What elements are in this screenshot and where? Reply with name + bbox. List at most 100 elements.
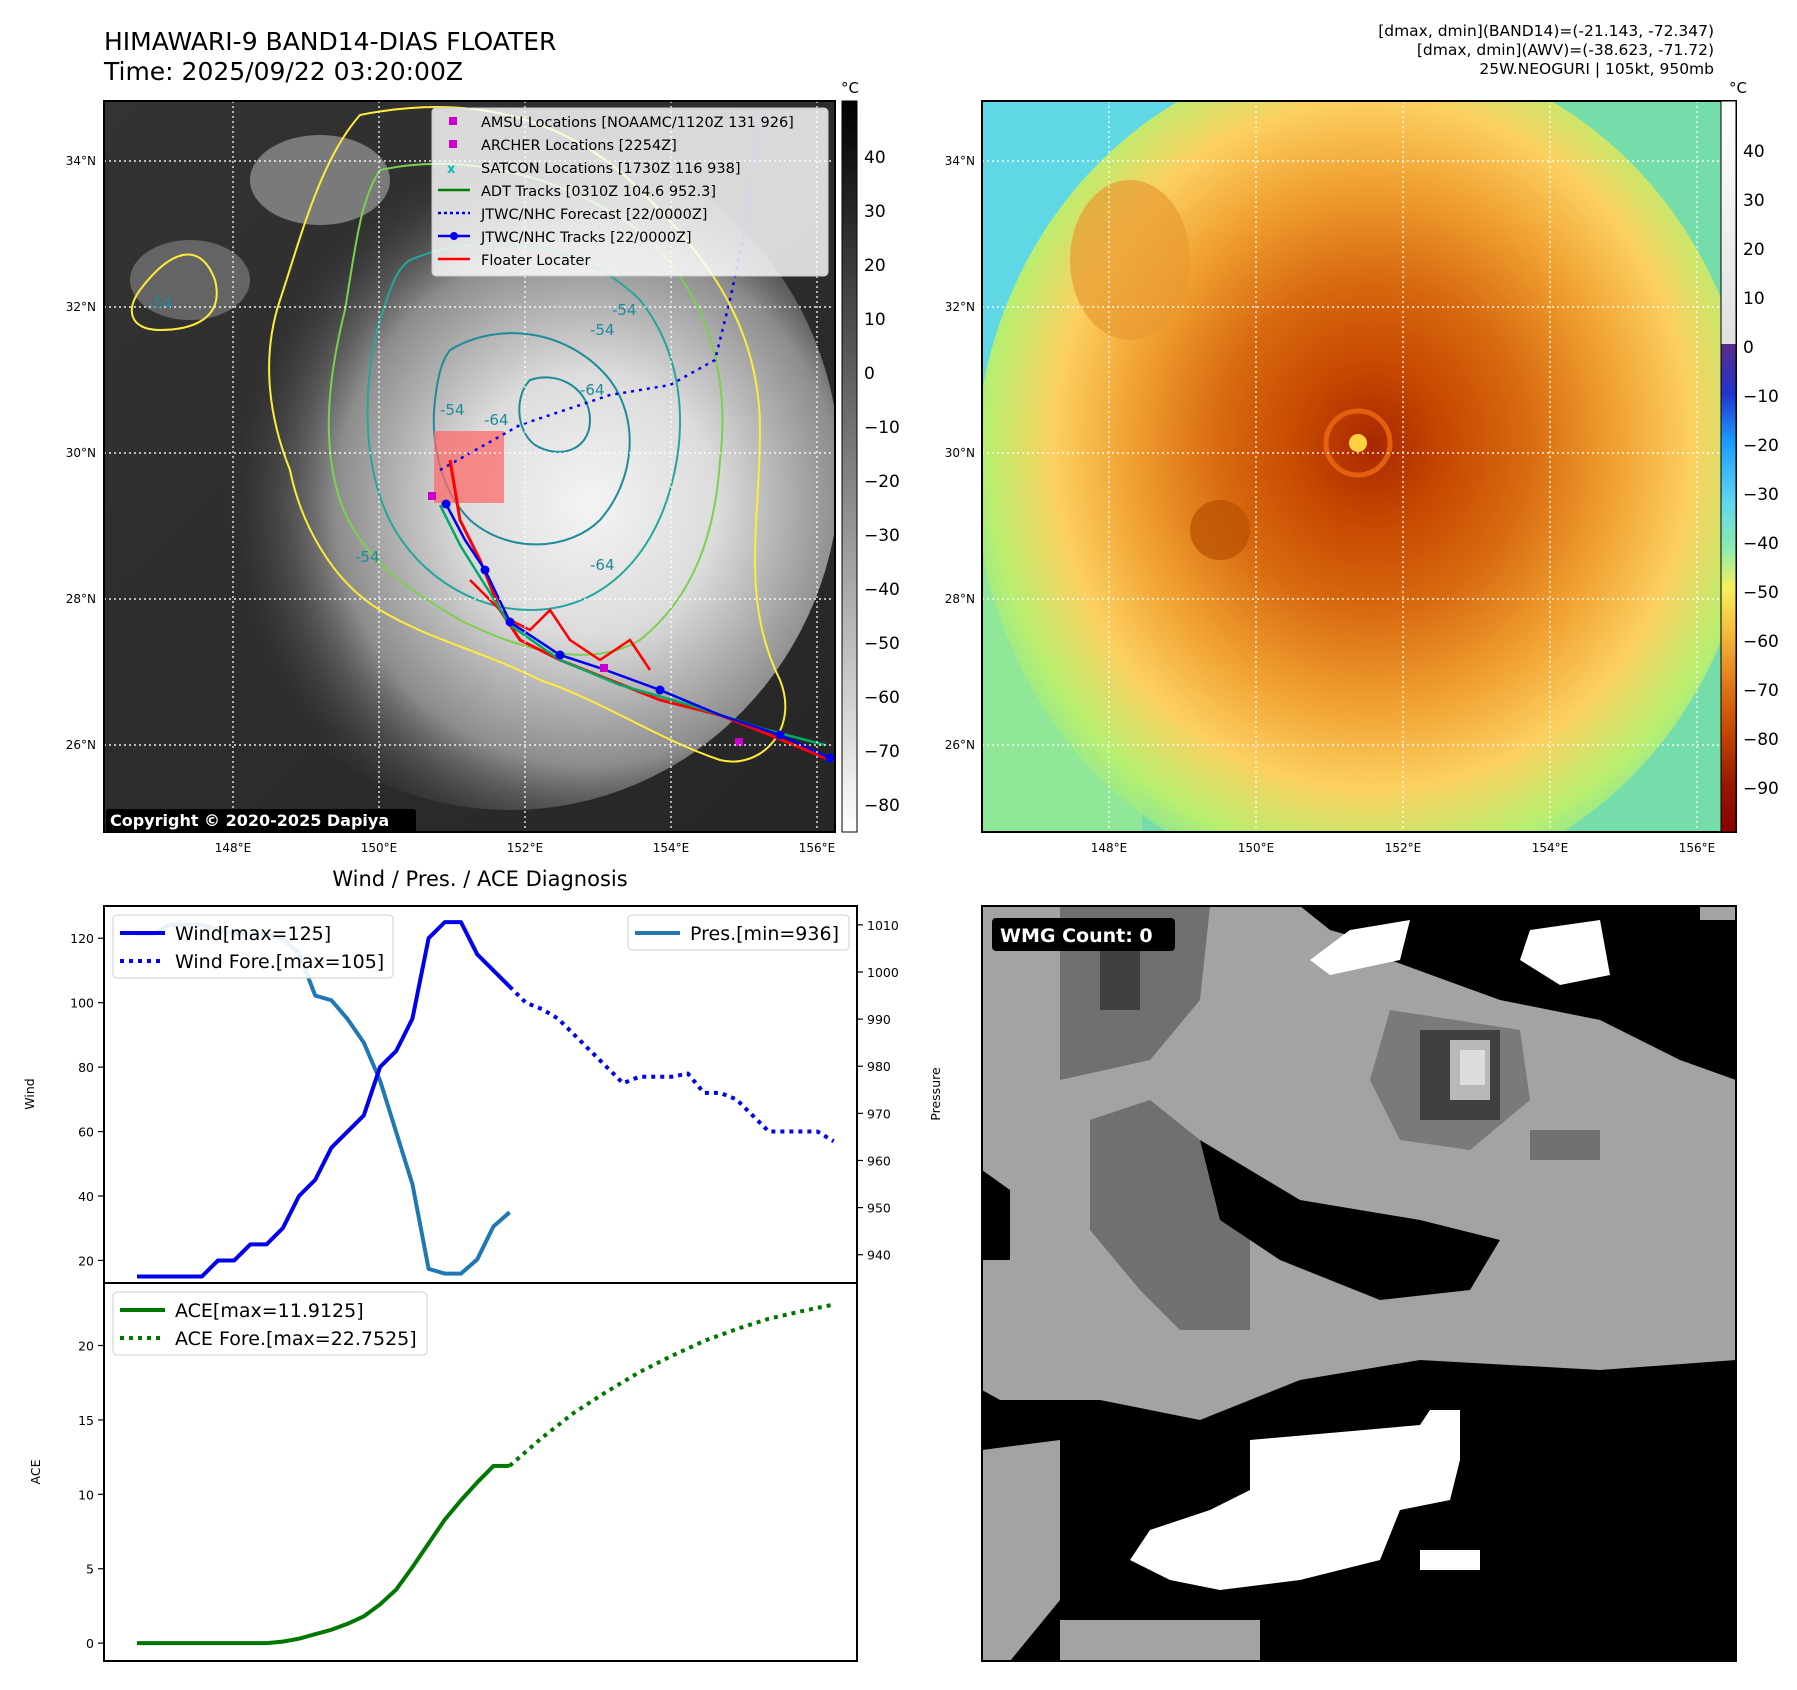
legend-label-amsu: AMSU Locations [NOAAMC/1120Z 131 926]: [481, 115, 794, 131]
gray-colorbar-tick: −20: [864, 472, 900, 492]
lon-label: 150°E: [361, 841, 398, 855]
gray-colorbar-tick: −80: [864, 796, 900, 816]
pressure-ytick-label: 940: [867, 1248, 891, 1263]
gray-colorbar-tick: −50: [864, 634, 900, 654]
legend-label-tracks: JTWC/NHC Tracks [22/0000Z]: [480, 230, 692, 246]
ace-ytick-label: 10: [78, 1487, 94, 1502]
lon-label-2: 152°E: [1385, 841, 1422, 855]
pressure-ytick-label: 950: [867, 1201, 891, 1216]
contour-label: -54: [355, 548, 380, 566]
lon-label-2: 156°E: [1679, 841, 1716, 855]
legend-label-adt: ADT Tracks [0310Z 104.6 952.3]: [481, 184, 716, 200]
color-colorbar-tick: 10: [1743, 289, 1765, 309]
color-colorbar-tick: 0: [1743, 338, 1754, 358]
legend-label-pressure: Pres.[min=936]: [690, 923, 839, 945]
ace-line: [137, 1463, 510, 1646]
gray-colorbar-tick: 0: [864, 364, 875, 384]
lat-label-2: 32°N: [945, 300, 975, 314]
pressure-ytick-label: 1000: [867, 965, 899, 980]
ir-map-panel: -54 -64 -54 -64 -54 -64 -54 -54 AMSU Loc…: [104, 101, 835, 832]
gray-colorbar-tick: −10: [864, 418, 900, 438]
legend-label-wind-fore: Wind Fore.[max=105]: [175, 951, 384, 973]
wind-ytick-label: 100: [70, 996, 94, 1011]
pressure-ytick-label: 980: [867, 1059, 891, 1074]
color-colorbar-unit: °C: [1729, 79, 1747, 97]
lon-label-2: 154°E: [1532, 841, 1569, 855]
pressure-ytick-label: 960: [867, 1153, 891, 1168]
color-colorbar-tick: 40: [1743, 142, 1765, 162]
gray-colorbar: [841, 100, 858, 833]
lon-label: 156°E: [799, 841, 836, 855]
gray-colorbar-tick: 10: [864, 310, 886, 330]
wind-ytick-label: 40: [78, 1189, 94, 1204]
ace-yaxis: 20 15 10 5 0: [78, 1339, 104, 1651]
awv-map-panel: [982, 101, 1736, 832]
gray-colorbar-tick: −40: [864, 580, 900, 600]
wind-ylabel: Wind: [22, 1078, 37, 1109]
contour-label: -64: [484, 411, 509, 429]
lon-label-2: 150°E: [1238, 841, 1275, 855]
color-colorbar-tick: −10: [1743, 387, 1779, 407]
contour-label: -64: [590, 556, 615, 574]
legend-label-ace: ACE[max=11.9125]: [175, 1300, 364, 1322]
gray-colorbar-tick: 40: [864, 148, 886, 168]
gray-colorbar-unit: °C: [841, 79, 859, 97]
pressure-ytick-label: 970: [867, 1106, 891, 1121]
ace-series-group: [137, 1302, 835, 1646]
info-band14: [dmax, dmin](BAND14)=(-21.143, -72.347): [1378, 22, 1714, 40]
ace-ylabel: ACE: [28, 1459, 43, 1484]
legend-marker-satcon: x: [447, 162, 456, 177]
lat-label-2: 30°N: [945, 446, 975, 460]
wind-ytick-label: 20: [78, 1253, 94, 1268]
color-colorbar-tick: 20: [1743, 240, 1765, 260]
lat-label: 30°N: [66, 446, 96, 460]
lon-label-2: 148°E: [1091, 841, 1128, 855]
gray-colorbar-tick: −70: [864, 742, 900, 762]
legend-label-floater: Floater Locater: [481, 253, 590, 269]
legend-label-forecast: JTWC/NHC Forecast [22/0000Z]: [480, 207, 707, 223]
wind-yaxis: 120 100 80 60 40 20: [70, 931, 104, 1268]
gray-colorbar-tick: 30: [864, 202, 886, 222]
contour-label: -54: [148, 294, 173, 312]
map-legend: [431, 107, 829, 277]
wmg-count-label: WMG Count: 0: [1000, 925, 1153, 947]
lat-label: 32°N: [66, 300, 96, 314]
wmg-panel: WMG Count: 0: [982, 906, 1736, 1661]
pressure-legend: [627, 914, 850, 951]
pressure-yaxis: 1010 1000 990 980 970 960 950 940: [857, 918, 899, 1263]
ace-ytick-label: 0: [86, 1636, 94, 1651]
lat-label: 34°N: [66, 154, 96, 168]
legend-label-archer: ARCHER Locations [2254Z]: [481, 138, 677, 154]
lat-label: 28°N: [66, 592, 96, 606]
figure-title: HIMAWARI-9 BAND14-DIAS FLOATER: [104, 27, 557, 56]
lon-label: 152°E: [507, 841, 544, 855]
gray-colorbar-tick: −60: [864, 688, 900, 708]
ace-ytick-label: 15: [78, 1413, 94, 1428]
legend-marker-archer: [449, 140, 457, 148]
figure-time: Time: 2025/09/22 03:20:00Z: [104, 57, 463, 86]
lon-label: 154°E: [653, 841, 690, 855]
wind-line: [137, 920, 512, 1279]
legend-label-ace-fore: ACE Fore.[max=22.7525]: [175, 1328, 417, 1350]
legend-label-satcon: SATCON Locations [1730Z 116 938]: [481, 161, 740, 177]
pressure-ytick-label: 1010: [867, 918, 899, 933]
pressure-ylabel: Pressure: [928, 1067, 943, 1121]
diagnosis-title: Wind / Pres. / ACE Diagnosis: [332, 867, 627, 891]
color-colorbar-tick: −50: [1743, 583, 1779, 603]
color-colorbar-tick: 30: [1743, 191, 1765, 211]
pressure-ytick-label: 990: [867, 1012, 891, 1027]
ace-ytick-label: 20: [78, 1339, 94, 1354]
color-colorbar-tick: −20: [1743, 436, 1779, 456]
wind-legend: [112, 914, 394, 979]
contour-label: -54: [612, 301, 637, 319]
gray-colorbar-tick: 20: [864, 256, 886, 276]
lat-label-2: 28°N: [945, 592, 975, 606]
legend-label-wind: Wind[max=125]: [175, 923, 331, 945]
lat-label: 26°N: [66, 738, 96, 752]
legend-marker-amsu: [449, 117, 457, 125]
wind-ytick-label: 60: [78, 1125, 94, 1140]
copyright-text: Copyright © 2020-2025 Dapiya: [110, 811, 389, 830]
copyright-box: [106, 809, 416, 832]
legend-marker-tracks-dot: [450, 232, 458, 240]
